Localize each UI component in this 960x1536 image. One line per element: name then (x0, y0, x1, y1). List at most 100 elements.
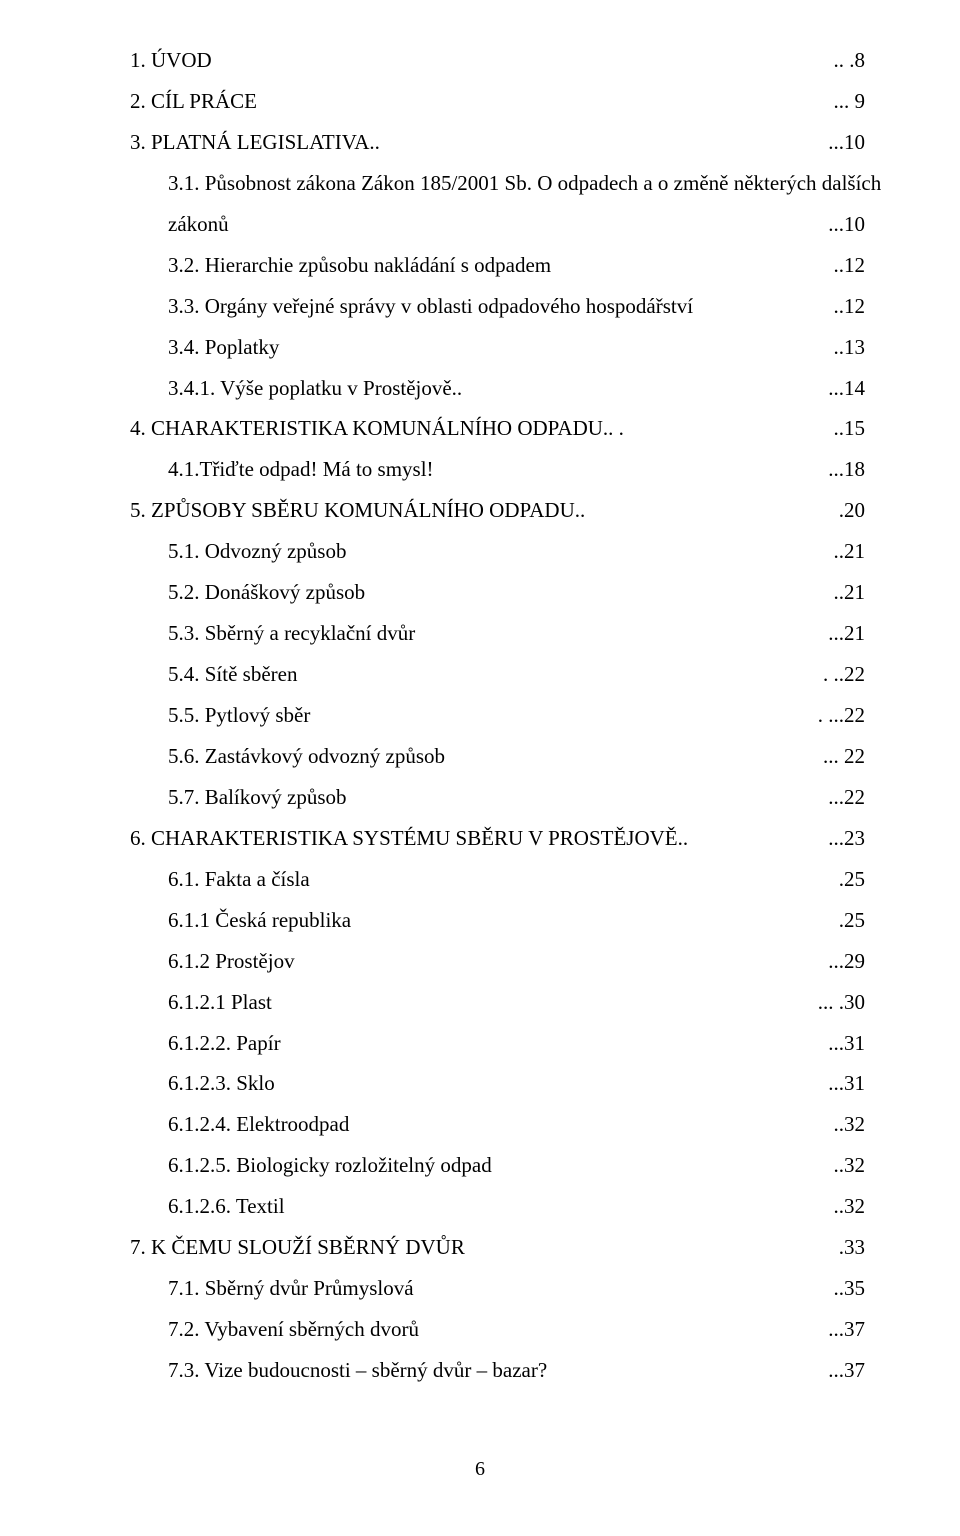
toc-label: 5.7. Balíkový způsob (168, 777, 347, 818)
toc-page: ... .30 (818, 982, 865, 1023)
toc-page: ..32 (834, 1104, 866, 1145)
toc-label: 1. ÚVOD (130, 40, 212, 81)
toc-label: 2. CÍL PRÁCE (130, 81, 257, 122)
table-of-contents: 1. ÚVOD.. .82. CÍL PRÁCE... 93. PLATNÁ L… (130, 40, 865, 1391)
toc-label: 6.1.2.2. Papír (168, 1023, 281, 1064)
toc-page: ..32 (834, 1186, 866, 1227)
toc-page: ...29 (828, 941, 865, 982)
toc-label: 5.5. Pytlový sběr (168, 695, 310, 736)
toc-row: 2. CÍL PRÁCE ... 9 (130, 81, 865, 122)
toc-row: 6. CHARAKTERISTIKA SYSTÉMU SBĚRU V PROST… (130, 818, 865, 859)
toc-page: .. .8 (834, 40, 866, 81)
toc-row: 7.1. Sběrný dvůr Průmyslová ..35 (130, 1268, 865, 1309)
toc-label: 7.1. Sběrný dvůr Průmyslová (168, 1268, 414, 1309)
toc-row: 6.1. Fakta a čísla .25 (130, 859, 865, 900)
toc-label: 6.1.2.4. Elektroodpad (168, 1104, 349, 1145)
toc-row: 6.1.1 Česká republika .25 (130, 900, 865, 941)
toc-page: .33 (839, 1227, 865, 1268)
toc-page: ...22 (828, 777, 865, 818)
toc-row: 5.4. Sítě sběren . ..22 (130, 654, 865, 695)
toc-row: 7. K ČEMU SLOUŽÍ SBĚRNÝ DVŮR .33 (130, 1227, 865, 1268)
toc-label: 5.3. Sběrný a recyklační dvůr (168, 613, 415, 654)
toc-page: ..21 (834, 531, 866, 572)
toc-label: 3.1. Působnost zákona Zákon 185/2001 Sb.… (168, 163, 881, 204)
toc-row: 6.1.2.5. Biologicky rozložitelný odpad..… (130, 1145, 865, 1186)
toc-label: 7. K ČEMU SLOUŽÍ SBĚRNÝ DVŮR (130, 1227, 465, 1268)
toc-label: 3.3. Orgány veřejné správy v oblasti odp… (168, 286, 693, 327)
toc-row: 5.2. Donáškový způsob ..21 (130, 572, 865, 613)
toc-row: 4. CHARAKTERISTIKA KOMUNÁLNÍHO ODPADU.. … (130, 408, 865, 449)
toc-label: 5.1. Odvozný způsob (168, 531, 346, 572)
toc-page: ...18 (828, 449, 865, 490)
toc-page: ..32 (834, 1145, 866, 1186)
toc-page: ...10 (828, 204, 865, 245)
toc-row: zákonů ...10 (130, 204, 865, 245)
toc-page: ..13 (834, 327, 866, 368)
toc-row: 7.2. Vybavení sběrných dvorů ...37 (130, 1309, 865, 1350)
toc-row: 3. PLATNÁ LEGISLATIVA.. ...10 (130, 122, 865, 163)
document-page: 1. ÚVOD.. .82. CÍL PRÁCE... 93. PLATNÁ L… (0, 0, 960, 1536)
toc-page: ...23 (828, 818, 865, 859)
toc-label: 4.1.Třiďte odpad! Má to smysl! (168, 449, 434, 490)
toc-label: 5.4. Sítě sběren (168, 654, 297, 695)
toc-page: ...31 (828, 1063, 865, 1104)
toc-page: ... 9 (834, 81, 866, 122)
toc-label: 6.1. Fakta a čísla (168, 859, 310, 900)
toc-page: ..15 (834, 408, 866, 449)
toc-page: ...10 (828, 122, 865, 163)
toc-page: ...31 (828, 1023, 865, 1064)
toc-page: ...14 (828, 368, 865, 409)
toc-page: ...37 (828, 1350, 865, 1391)
toc-page: ..35 (834, 1268, 866, 1309)
toc-row: 3.1. Působnost zákona Zákon 185/2001 Sb.… (130, 163, 865, 204)
toc-row: 6.1.2.4. Elektroodpad ..32 (130, 1104, 865, 1145)
toc-label: 6.1.2.6. Textil (168, 1186, 285, 1227)
toc-row: 7.3. Vize budoucnosti – sběrný dvůr – ba… (130, 1350, 865, 1391)
toc-row: 6.1.2.1 Plast ... .30 (130, 982, 865, 1023)
toc-page: ..21 (834, 572, 866, 613)
toc-label: 3.2. Hierarchie způsobu nakládání s odpa… (168, 245, 551, 286)
toc-label: 6.1.1 Česká republika (168, 900, 351, 941)
toc-page: .20 (839, 490, 865, 531)
toc-label: 5. ZPŮSOBY SBĚRU KOMUNÁLNÍHO ODPADU.. (130, 490, 585, 531)
toc-label: 7.2. Vybavení sběrných dvorů (168, 1309, 419, 1350)
toc-row: 5.7. Balíkový způsob ...22 (130, 777, 865, 818)
toc-label: 6.1.2.5. Biologicky rozložitelný odpad (168, 1145, 492, 1186)
toc-row: 6.1.2.6. Textil ..32 (130, 1186, 865, 1227)
toc-page: ..12 (834, 286, 866, 327)
toc-page: .25 (839, 859, 865, 900)
toc-row: 3.3. Orgány veřejné správy v oblasti odp… (130, 286, 865, 327)
toc-row: 6.1.2.2. Papír ...31 (130, 1023, 865, 1064)
toc-page: ...21 (828, 613, 865, 654)
toc-page: . ..22 (823, 654, 865, 695)
toc-label: 5.6. Zastávkový odvozný způsob (168, 736, 445, 777)
toc-row: 6.1.2 Prostějov ...29 (130, 941, 865, 982)
toc-page: ...37 (828, 1309, 865, 1350)
toc-row: 1. ÚVOD .. .8 (130, 40, 865, 81)
toc-label: zákonů (168, 204, 229, 245)
toc-row: 3.4. Poplatky ..13 (130, 327, 865, 368)
toc-row: 4.1.Třiďte odpad! Má to smysl! ...18 (130, 449, 865, 490)
toc-row: 5.1. Odvozný způsob ..21 (130, 531, 865, 572)
toc-label: 3. PLATNÁ LEGISLATIVA.. (130, 122, 380, 163)
toc-row: 5.5. Pytlový sběr . ...22 (130, 695, 865, 736)
toc-label: 5.2. Donáškový způsob (168, 572, 365, 613)
toc-label: 6.1.2.3. Sklo (168, 1063, 275, 1104)
toc-page: .25 (839, 900, 865, 941)
toc-row: 5. ZPŮSOBY SBĚRU KOMUNÁLNÍHO ODPADU.. .20 (130, 490, 865, 531)
toc-page: . ...22 (818, 695, 865, 736)
toc-label: 6. CHARAKTERISTIKA SYSTÉMU SBĚRU V PROST… (130, 818, 688, 859)
toc-label: 4. CHARAKTERISTIKA KOMUNÁLNÍHO ODPADU.. … (130, 408, 624, 449)
toc-row: 3.4.1. Výše poplatku v Prostějově.....14 (130, 368, 865, 409)
toc-label: 6.1.2 Prostějov (168, 941, 295, 982)
page-number: 6 (0, 1458, 960, 1481)
toc-row: 6.1.2.3. Sklo ...31 (130, 1063, 865, 1104)
toc-label: 7.3. Vize budoucnosti – sběrný dvůr – ba… (168, 1350, 547, 1391)
toc-page: ... 22 (823, 736, 865, 777)
toc-row: 5.3. Sběrný a recyklační dvůr ...21 (130, 613, 865, 654)
toc-label: 6.1.2.1 Plast (168, 982, 272, 1023)
toc-row: 3.2. Hierarchie způsobu nakládání s odpa… (130, 245, 865, 286)
toc-label: 3.4. Poplatky (168, 327, 279, 368)
toc-page: ..12 (834, 245, 866, 286)
toc-row: 5.6. Zastávkový odvozný způsob ... 22 (130, 736, 865, 777)
